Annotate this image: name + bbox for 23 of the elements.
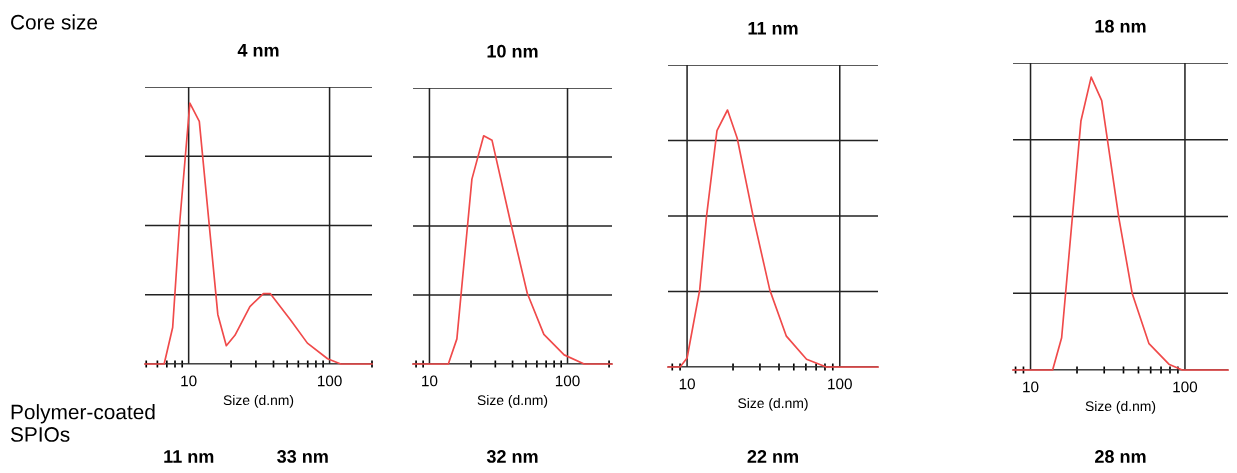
text: 11 nm [164,450,214,463]
x-tick-label: 100 [828,378,852,390]
x-axis-title: Size (d.nm) [1085,400,1156,414]
x-tick-label: 10 [422,375,438,387]
text: 33 nm [277,450,328,463]
x-tick-label: 100 [555,375,580,387]
text: Core size [11,14,98,30]
x-axis-title: Size (d.nm) [477,394,548,408]
x-tick-label: 100 [1173,381,1198,393]
chart-title: 11 nm [748,22,798,35]
chart-title: 10 nm [487,44,538,58]
x-tick-label: 10 [1023,381,1039,393]
x-tick-label: 10 [181,375,197,387]
text: 22 nm [747,450,798,463]
x-axis-title: Size (d.nm) [738,397,808,411]
x-tick-label: 10 [679,378,695,390]
chart-title: 18 nm [1095,19,1146,33]
x-axis-title: Size (d.nm) [223,394,294,408]
x-tick-label: 100 [318,375,342,387]
text: Polymer-coated SPIOs [10,404,155,442]
text: 28 nm [1095,450,1146,463]
chart-title: 4 nm [237,44,279,57]
text: 32 nm [486,450,538,463]
